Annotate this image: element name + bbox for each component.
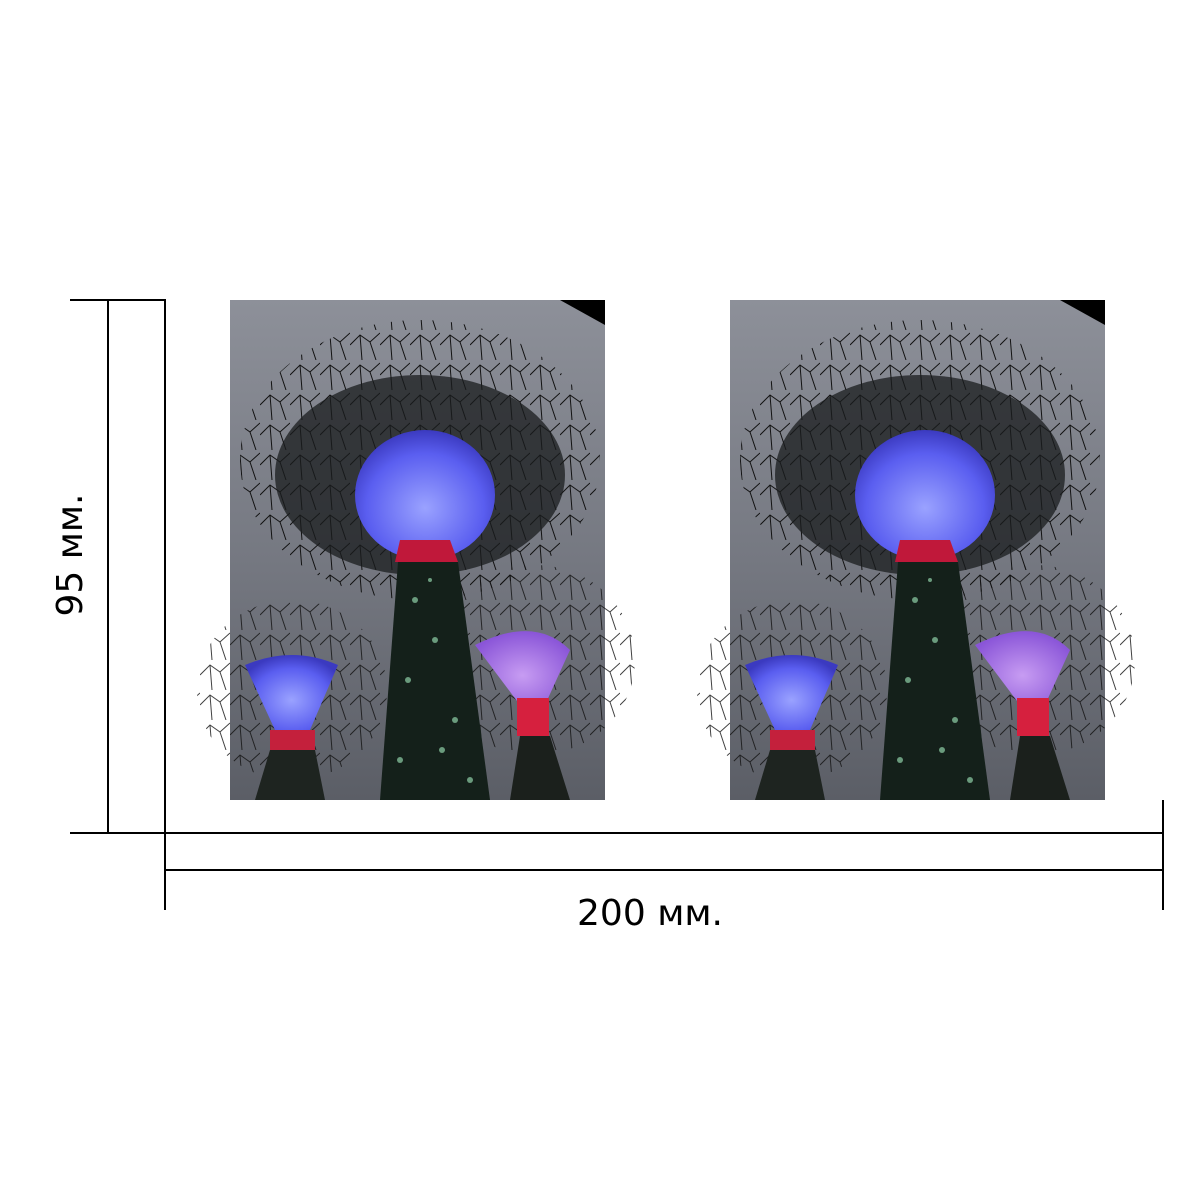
- height-label: 95 мм.: [50, 493, 91, 616]
- width-label: 200 мм.: [577, 893, 723, 934]
- product-photo-left: [197, 300, 635, 800]
- product-photo-right: [697, 300, 1135, 800]
